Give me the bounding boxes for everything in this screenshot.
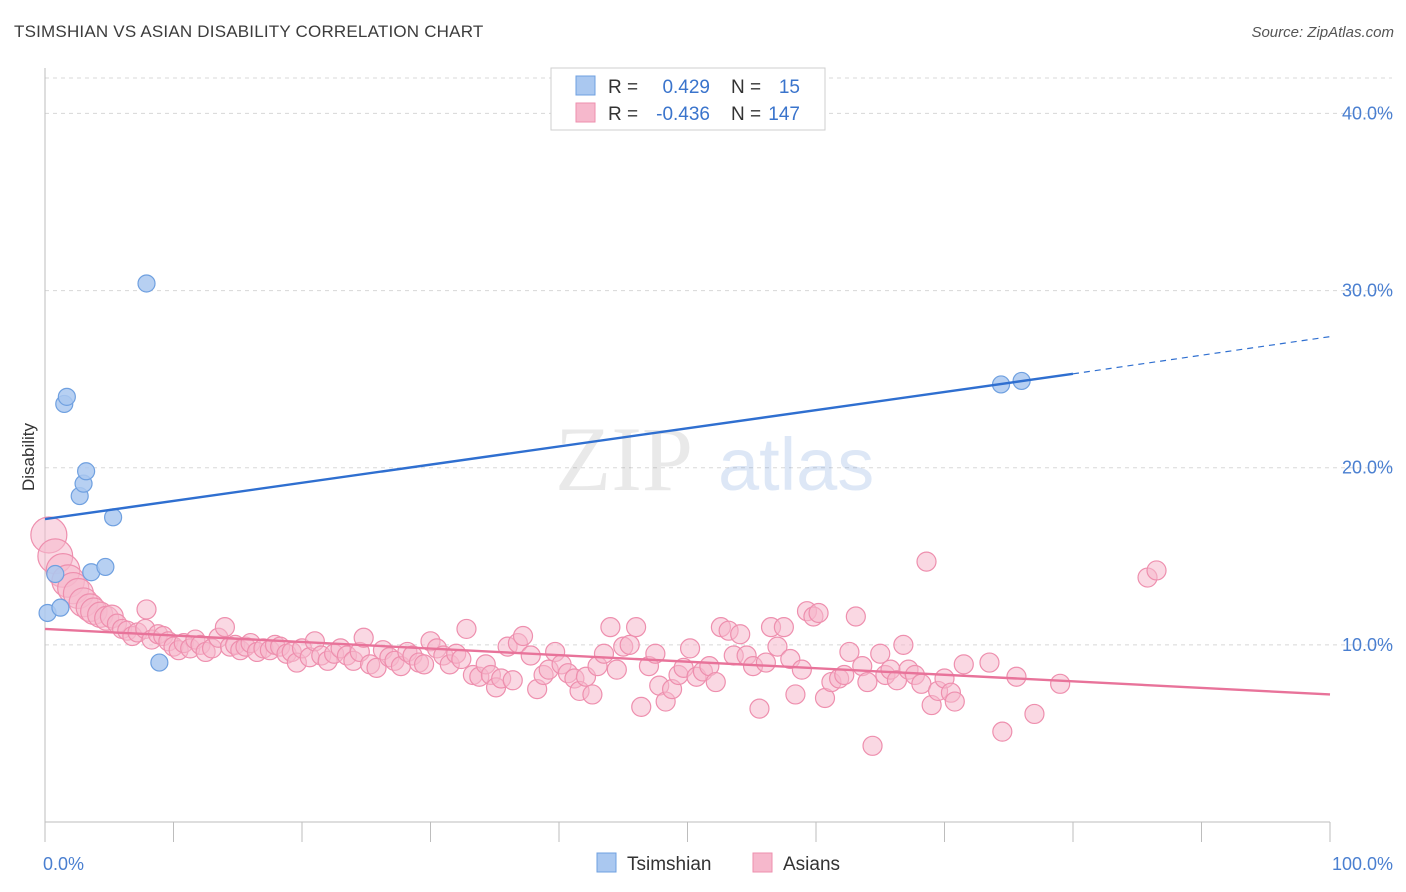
y-axis-label: Disability [19, 422, 38, 491]
asians-point [625, 617, 647, 638]
source-credit: Source: ZipAtlas.com [1251, 24, 1394, 41]
asians-point [582, 684, 603, 705]
asians-point [749, 698, 770, 719]
y-tick-label: 30.0% [1342, 281, 1393, 301]
asians-point [773, 617, 794, 638]
watermark-atlas: atlas [718, 423, 874, 506]
x-tick-label: 0.0% [43, 854, 84, 874]
watermark: ZIP atlas [555, 408, 874, 510]
asians-point [451, 648, 472, 670]
legend-swatch-asians [575, 102, 596, 123]
bottom-legend: Tsimshian Asians [596, 852, 840, 875]
asians-point [606, 659, 627, 680]
y-tick-label: 40.0% [1342, 103, 1393, 123]
asians-point [870, 643, 891, 664]
legend-n-value: 15 [779, 77, 800, 98]
asians-point [1050, 673, 1071, 694]
asians-point [520, 645, 541, 666]
asians-point [893, 634, 914, 655]
tsimshian-point [46, 564, 65, 584]
asians-point [631, 696, 652, 717]
tsimshian-point [96, 557, 115, 577]
asians-point [214, 617, 235, 638]
tsimshian-trend-extension [1072, 336, 1331, 375]
asians-point [456, 618, 477, 640]
asians-point [839, 641, 860, 663]
asians-point [730, 624, 751, 645]
asians-point [645, 643, 666, 664]
tsimshian-point [150, 653, 169, 672]
asians-point [705, 671, 726, 693]
y-tick-label: 20.0% [1342, 458, 1393, 478]
asians-point [502, 670, 523, 691]
bottom-legend-label-tsimshian: Tsimshian [627, 854, 711, 875]
asians-point [857, 671, 878, 693]
asians-point [953, 654, 974, 675]
tsimshian-point [51, 598, 70, 617]
tsimshian-point [77, 462, 96, 481]
asians-point [791, 659, 812, 680]
x-tick-label: 100.0% [1332, 854, 1393, 874]
gridlines [45, 77, 1392, 646]
tsimshian-trend-line [44, 372, 1074, 521]
bottom-legend-swatch-tsimshian [596, 852, 617, 873]
asians-point [845, 606, 866, 627]
legend-r-label: R = [608, 77, 638, 98]
axes [44, 68, 1331, 842]
asians-point [512, 625, 534, 647]
legend-n-label: N = [731, 77, 761, 98]
asians-point [593, 643, 615, 664]
asians-point [916, 551, 937, 572]
asians-point [1146, 560, 1167, 581]
tsimshian-point [137, 274, 156, 293]
asians-point [136, 599, 157, 620]
chart-title: TSIMSHIAN VS ASIAN DISABILITY CORRELATIO… [14, 22, 484, 41]
asians-point [1006, 666, 1027, 687]
legend-r-value: -0.436 [656, 104, 710, 125]
legend-swatch-tsimshian [575, 75, 596, 96]
legend-n-value: 147 [768, 104, 800, 125]
bottom-legend-swatch-asians [752, 852, 773, 873]
legend-r-value: 0.429 [662, 77, 710, 98]
asians-point [979, 652, 1000, 673]
asians-point [413, 654, 435, 675]
asians-trend-line [44, 627, 1331, 696]
asians-point [862, 735, 883, 756]
legend-box: R = 0.429 N = 15 R = -0.436 N = 147 [550, 67, 826, 131]
asians-point [992, 721, 1013, 742]
asians-point [353, 627, 374, 648]
asians-point [619, 634, 640, 655]
asians-point [1024, 703, 1045, 725]
y-tick-label: 10.0% [1342, 635, 1393, 655]
watermark-zip: ZIP [555, 408, 693, 510]
asians-point [755, 652, 776, 673]
asians-point [808, 602, 829, 624]
bottom-legend-label-asians: Asians [783, 854, 840, 875]
tsimshian-point [57, 387, 76, 406]
asians-point [944, 691, 965, 712]
asians-point [600, 617, 621, 638]
asians-point [767, 636, 788, 657]
legend-n-label: N = [731, 104, 761, 125]
asians-point [679, 638, 701, 659]
asians-point [785, 684, 806, 705]
legend-r-label: R = [608, 104, 638, 125]
